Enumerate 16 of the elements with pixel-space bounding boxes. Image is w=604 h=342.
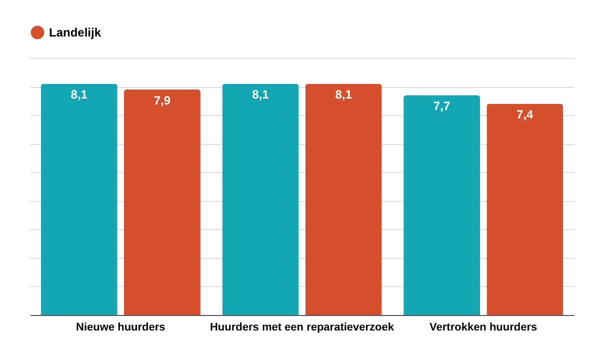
legend-label: Landelijk xyxy=(49,26,102,40)
bar xyxy=(40,84,118,315)
bar xyxy=(124,89,200,315)
data-label: 7,9 xyxy=(154,93,171,108)
bar xyxy=(486,104,564,315)
bar xyxy=(404,95,480,315)
bar xyxy=(305,84,382,315)
bar xyxy=(222,84,299,315)
data-label: 8,1 xyxy=(252,88,270,102)
x-tick-label: Nieuwe huurders xyxy=(76,322,166,334)
data-label: 8,1 xyxy=(70,88,88,102)
x-tick-label: Vertrokken huurders xyxy=(430,322,538,334)
data-label: 7,4 xyxy=(516,108,534,122)
data-label: 7,7 xyxy=(433,99,450,114)
data-label: 8,1 xyxy=(335,88,352,102)
x-tick-label: Huurders met een reparatieverzoek xyxy=(210,322,395,334)
